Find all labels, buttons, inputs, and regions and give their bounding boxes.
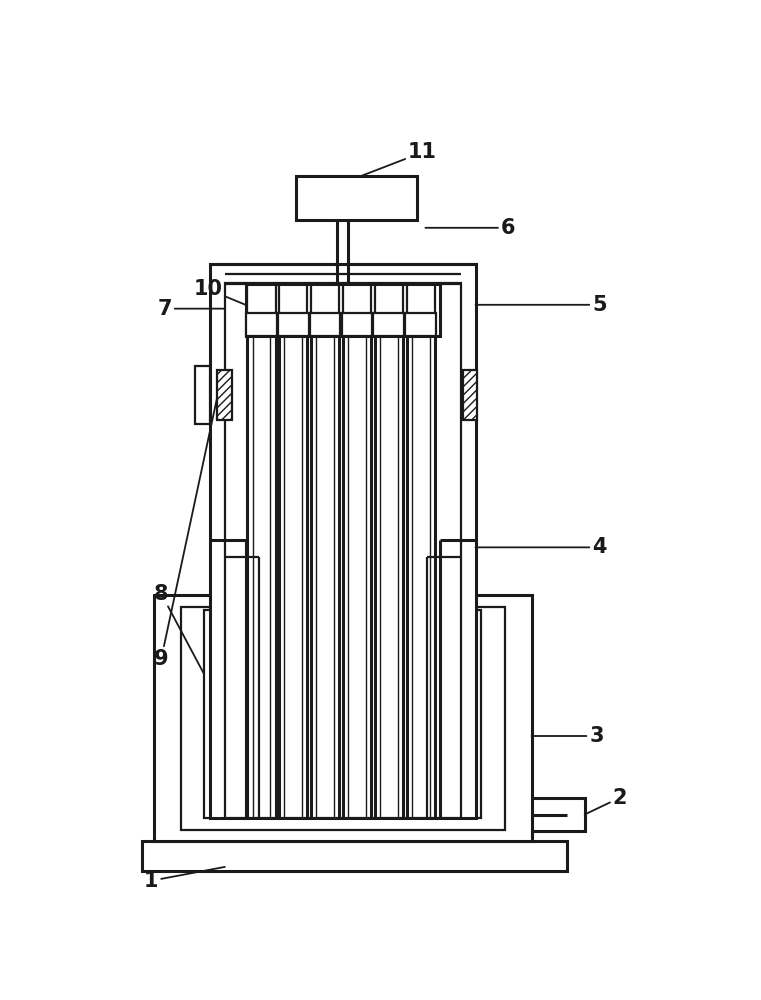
Bar — [374, 312, 404, 336]
Bar — [210, 264, 476, 818]
Bar — [204, 610, 482, 818]
Text: 6: 6 — [425, 218, 515, 238]
Bar — [295, 176, 416, 220]
Text: 3: 3 — [531, 726, 603, 746]
Text: 11: 11 — [361, 142, 437, 176]
Bar — [342, 312, 372, 336]
Bar — [154, 595, 531, 841]
Text: 2: 2 — [584, 788, 627, 815]
Text: 1: 1 — [144, 867, 225, 891]
Bar — [406, 312, 436, 336]
Bar — [180, 607, 505, 830]
Bar — [508, 798, 584, 831]
Text: 9: 9 — [154, 397, 217, 669]
Text: 8: 8 — [154, 584, 204, 674]
Bar — [225, 283, 460, 818]
Bar — [278, 312, 309, 336]
Bar — [217, 370, 232, 420]
Text: 10: 10 — [194, 279, 246, 305]
Bar — [142, 841, 567, 871]
Bar — [246, 312, 277, 336]
Bar — [310, 312, 340, 336]
Text: 4: 4 — [476, 537, 607, 557]
Bar — [463, 370, 477, 420]
Text: 7: 7 — [158, 299, 225, 319]
Text: 5: 5 — [476, 295, 607, 315]
Bar — [196, 366, 210, 424]
Bar — [246, 284, 440, 336]
